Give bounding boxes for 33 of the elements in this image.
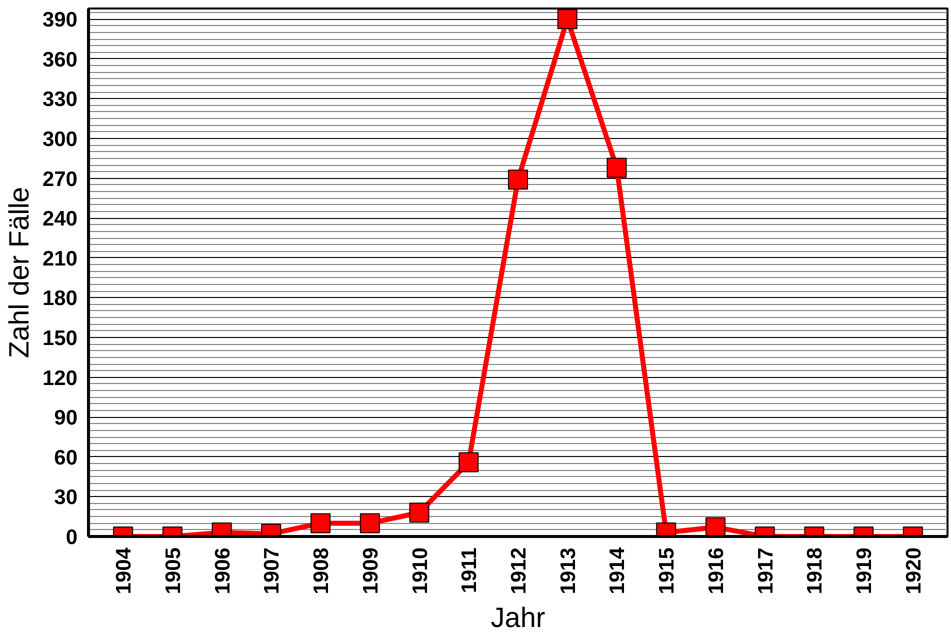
y-tick-label: 60 [54,446,78,470]
x-tick-label: 1915 [656,547,679,594]
x-tick-label: 1912 [508,548,530,594]
x-tick-label: 1911 [458,547,482,594]
y-axis-title: Zahl der Fälle [3,186,34,358]
x-tick-label: 1917 [754,548,778,594]
y-tick-label: 360 [42,48,78,72]
y-tick-label: 390 [42,8,78,32]
y-tick-label: 30 [54,486,78,510]
y-tick-label: 90 [54,406,78,430]
x-tick-label: 1908 [310,547,334,594]
y-tick-label: 120 [42,366,78,390]
y-tick-label: 180 [42,287,78,310]
x-tick-label: 1906 [211,548,234,594]
x-tick-label: 1909 [359,548,382,594]
y-tick-label: 210 [42,247,78,270]
y-tick-label: 300 [42,128,78,152]
x-tick-label: 1913 [556,548,580,594]
x-tick-label: 1904 [112,547,136,594]
y-tick-label: 0 [66,526,78,549]
x-tick-label: 1920 [902,548,926,594]
x-tick-label: 1914 [606,547,630,594]
y-tick-label: 330 [42,88,78,112]
x-tick-label: 1910 [408,548,432,594]
x-tick-label: 1916 [704,548,728,594]
x-axis-title: Jahr [490,602,546,634]
y-tick-label: 240 [42,208,78,231]
x-tick-label: 1919 [853,548,876,594]
x-tick-label: 1905 [162,547,185,594]
x-tick-label: 1918 [804,547,827,594]
y-tick-label: 150 [42,327,78,350]
x-tick-label: 1907 [260,548,284,594]
y-tick-label: 270 [42,168,78,191]
